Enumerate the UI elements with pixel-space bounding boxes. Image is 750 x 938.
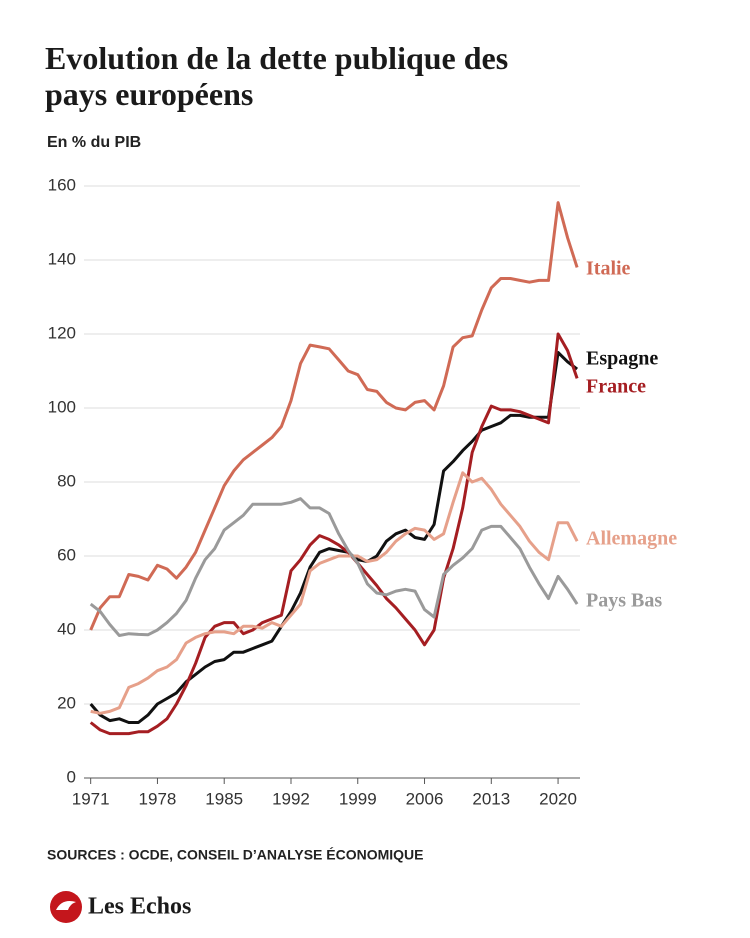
x-tick-label: 1999 [339,789,377,808]
series-label: Espagne [586,348,658,370]
logo-shape [56,901,76,910]
series-label: Pays Bas [586,590,662,612]
line [89,332,579,736]
brand: Les Echos [88,894,191,920]
series-label: Italie [586,258,631,280]
x-tick-label: 2006 [406,789,444,808]
subtitle: En % du PIB [47,134,141,151]
source: SOURCES : OCDE, CONSEIL D’ANALYSE ÉCONOM… [47,847,424,863]
series-label: Allemagne [586,528,677,550]
line [89,351,579,724]
y-tick-label: 140 [48,249,76,268]
x-tick-label: 1971 [72,789,110,808]
x-tick-label: 1985 [205,789,243,808]
line [90,471,579,715]
y-tick-label: 60 [57,545,76,564]
chart-title: Evolution de la dette publique des pays … [45,40,509,112]
y-tick-label: 80 [57,471,76,490]
line [89,497,579,637]
x-tick-label: 2013 [472,789,510,808]
x-tick-label: 2020 [539,789,577,808]
x-tick-label: 1978 [139,789,177,808]
y-tick-label: 20 [57,693,76,712]
x-tick-label: 1992 [272,789,310,808]
series-label: France [586,376,646,398]
y-tick-label: 40 [57,619,76,638]
y-tick-label: 0 [67,767,76,786]
line [89,201,579,631]
y-tick-label: 100 [48,397,76,416]
y-tick-label: 120 [48,323,76,342]
y-tick-label: 160 [48,175,76,194]
